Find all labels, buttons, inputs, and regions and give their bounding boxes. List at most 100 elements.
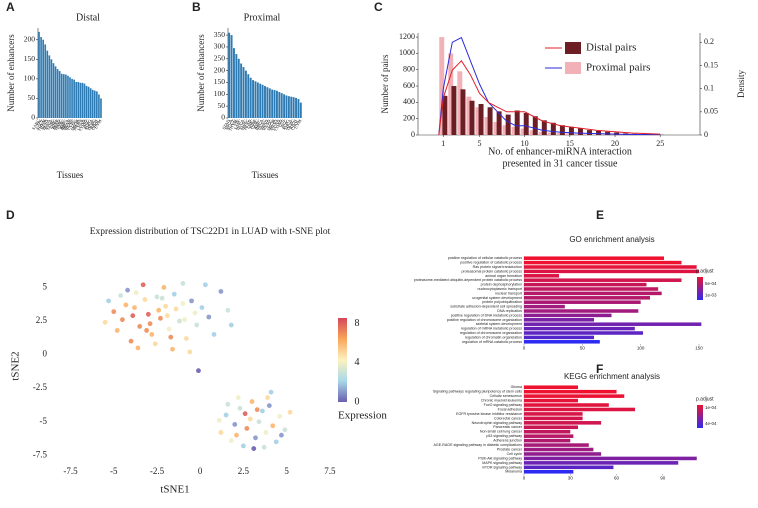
x-tick-label: LGG xyxy=(265,118,274,128)
x-tick-label: HNSC xyxy=(53,118,63,131)
bar xyxy=(511,126,517,135)
colorbar-tick-label: 4 xyxy=(355,357,360,368)
y-tick-label: protein dephosphorylation xyxy=(481,283,522,287)
bar xyxy=(58,71,61,118)
x-tick-label: SKCM xyxy=(70,118,81,131)
x-axis-label: presented in 31 cancer tissue xyxy=(503,158,619,169)
bar xyxy=(275,90,278,118)
x-tick-label: 0 xyxy=(523,346,526,351)
bar xyxy=(235,54,238,118)
point xyxy=(154,294,160,300)
y-tick-label: 1200 xyxy=(399,32,415,41)
x-tick-label: ACC xyxy=(279,118,288,128)
bar xyxy=(266,87,269,118)
x-tick-label: STAD xyxy=(221,118,231,130)
point xyxy=(196,368,201,374)
point xyxy=(156,307,162,313)
bar xyxy=(524,403,609,407)
y-tick-label: Glioma xyxy=(511,385,522,389)
x-tick-label: KIRP xyxy=(248,118,258,130)
bar xyxy=(273,90,276,118)
x-tick-label: KICH xyxy=(288,118,298,130)
bar xyxy=(247,74,250,118)
point xyxy=(254,407,260,413)
bar xyxy=(524,326,635,331)
point xyxy=(251,446,257,451)
bar xyxy=(44,44,47,118)
point xyxy=(106,298,111,304)
bar xyxy=(228,32,231,118)
x-tick-label: 50 xyxy=(580,346,586,351)
x-tick-label: UCEC xyxy=(66,118,76,131)
point xyxy=(273,439,279,445)
bar xyxy=(271,89,274,118)
x-tick-label: 7.5 xyxy=(324,466,336,476)
y2-tick-label: 0.2 xyxy=(704,37,714,46)
y-tick-label: 0 xyxy=(411,130,415,139)
point xyxy=(237,405,243,411)
bar xyxy=(524,443,589,447)
chart-title: Proximal xyxy=(244,12,281,23)
bar xyxy=(524,434,574,438)
bar xyxy=(524,407,636,412)
point xyxy=(223,412,229,418)
point xyxy=(102,319,108,325)
y2-tick-label: 0.15 xyxy=(704,60,718,69)
bar xyxy=(524,296,650,300)
y2-tick-label: 0.05 xyxy=(704,107,718,116)
point xyxy=(180,281,186,286)
bar xyxy=(559,125,565,135)
x-axis-label: Tissues xyxy=(252,170,279,180)
point xyxy=(247,416,253,422)
bar xyxy=(71,78,73,118)
bar xyxy=(523,112,529,135)
point xyxy=(182,317,188,323)
x-tick-label: PRAD xyxy=(62,118,72,130)
y-tick-label: 200 xyxy=(214,65,226,74)
y-axis-label: Number of enhancers xyxy=(6,34,16,112)
x-tick-label: STAD xyxy=(39,118,49,130)
x-tick-label: PAAD xyxy=(51,118,61,130)
y-tick-label: -7.5 xyxy=(33,449,48,459)
point xyxy=(189,298,194,304)
x-tick-label: UCS xyxy=(277,118,286,128)
point xyxy=(232,422,238,427)
point xyxy=(218,289,224,294)
colorbar-label: Expression xyxy=(338,410,387,422)
point xyxy=(163,303,169,309)
bar xyxy=(52,63,55,118)
y-tick-label: Cellular senescence xyxy=(490,394,522,398)
x-tick-label: CESC xyxy=(56,118,66,130)
bar xyxy=(475,107,481,135)
x-tick-label: LUAD xyxy=(271,118,281,131)
y-tick-label: 50 xyxy=(218,101,226,110)
x-tick-label: LUSC xyxy=(45,118,55,130)
bar xyxy=(69,77,71,118)
bar xyxy=(478,103,484,135)
x-tick-label: 15 xyxy=(566,139,574,148)
bar xyxy=(587,130,592,135)
x-tick-label: KIRC xyxy=(58,118,68,130)
x-tick-label: -5 xyxy=(110,466,118,476)
bar xyxy=(466,96,472,135)
y-tick-label: substrate adhesion-dependent cell spread… xyxy=(450,305,522,309)
bar xyxy=(524,438,571,443)
bar xyxy=(524,274,559,278)
bar xyxy=(524,304,565,309)
bar xyxy=(96,91,98,118)
y-tick-label: mTOR signaling pathway xyxy=(482,465,522,469)
y-tick-label: Melanoma xyxy=(505,470,522,474)
y-tick-label: Pancreatic cancer xyxy=(493,425,523,429)
point xyxy=(225,401,231,407)
x-tick-label: -7.5 xyxy=(63,466,78,476)
y-axis-label: Number of enhancers xyxy=(196,34,206,112)
colorbar-tick-label: 0 xyxy=(355,396,360,407)
x-tick-label: -2.5 xyxy=(150,466,165,476)
bar xyxy=(524,335,594,340)
legend-swatch xyxy=(565,42,581,54)
point xyxy=(173,306,179,312)
bar xyxy=(244,70,247,118)
legend-colorbar xyxy=(697,277,703,300)
bar xyxy=(596,130,602,135)
bar xyxy=(457,71,463,135)
